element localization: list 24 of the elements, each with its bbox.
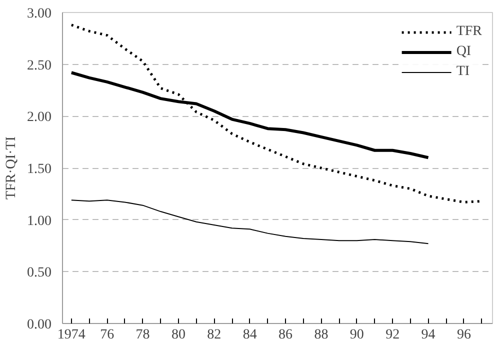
x-tick-label: 76 [100, 328, 114, 341]
x-tick-label: 94 [421, 328, 436, 341]
x-tick-label: 1974 [57, 328, 86, 341]
y-tick-label: 2.50 [27, 58, 52, 74]
x-tick-label: 88 [314, 328, 328, 341]
y-tick-label: 0.50 [27, 266, 52, 281]
legend-label: TFR [456, 24, 482, 40]
legend-label: TI [456, 64, 471, 80]
x-tick-label: 96 [456, 328, 471, 341]
y-axis-title: TFR·QI·TI [4, 136, 19, 200]
x-tick-label: 80 [171, 328, 186, 341]
x-tick-label: 84 [242, 328, 257, 341]
y-tick-label: 3.00 [27, 6, 52, 22]
y-tick-label: 0.00 [27, 318, 52, 332]
line-series [70, 200, 429, 244]
y-tick-label: 1.00 [27, 214, 52, 229]
x-tick-label: 90 [350, 328, 364, 341]
y-tick-label: 2.00 [27, 110, 52, 126]
x-tick-label: 78 [136, 328, 150, 341]
y-tick-label: 1.50 [27, 162, 52, 177]
x-tick-label: 82 [207, 328, 222, 341]
x-tick-label: 86 [278, 328, 293, 341]
x-tick-label: 92 [386, 328, 400, 341]
legend-label: QI [456, 44, 472, 60]
